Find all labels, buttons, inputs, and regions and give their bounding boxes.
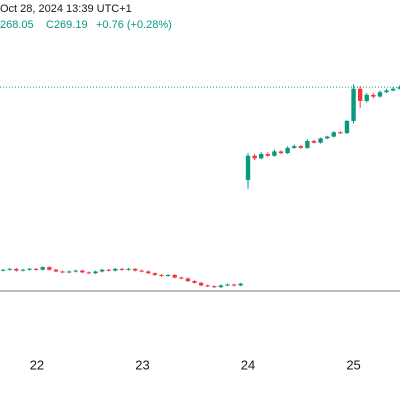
candle-body bbox=[152, 273, 158, 275]
header-low: 268.05 bbox=[0, 19, 34, 31]
candle-body bbox=[73, 270, 78, 272]
x-tick-label: 22 bbox=[30, 357, 44, 372]
candle-body bbox=[364, 94, 369, 101]
candle-body bbox=[390, 88, 396, 91]
candle-body bbox=[331, 132, 336, 137]
candle-body bbox=[397, 87, 400, 89]
candle-body bbox=[212, 286, 217, 288]
candle-body bbox=[278, 151, 284, 154]
candle-body bbox=[384, 90, 389, 93]
candle-body bbox=[285, 147, 290, 154]
candle-body bbox=[225, 284, 230, 286]
candle-body bbox=[238, 283, 243, 286]
candle-body bbox=[66, 271, 72, 273]
candle-body bbox=[80, 270, 85, 273]
candle-body bbox=[0, 269, 6, 271]
candle-body bbox=[205, 285, 210, 287]
candle-body bbox=[113, 268, 118, 271]
candle-body bbox=[119, 268, 125, 270]
candle-body bbox=[126, 268, 131, 270]
candle-body bbox=[344, 120, 350, 134]
candle-body bbox=[7, 268, 12, 270]
header-close: C269.19 bbox=[46, 19, 88, 31]
x-tick-label: 25 bbox=[346, 357, 360, 372]
candle-body bbox=[351, 88, 356, 121]
candle-body bbox=[14, 268, 19, 271]
header-change: +0.76 (+0.28%) bbox=[96, 19, 172, 31]
candle-body bbox=[324, 136, 330, 139]
candle-body bbox=[305, 140, 310, 148]
candle-body bbox=[139, 270, 144, 272]
x-tick-label: 23 bbox=[135, 357, 149, 372]
candle-body bbox=[93, 271, 98, 274]
candle-body bbox=[318, 138, 323, 143]
candle-body bbox=[99, 269, 105, 272]
candle-body bbox=[106, 269, 111, 271]
candle-body bbox=[20, 269, 26, 271]
candle-body bbox=[259, 154, 264, 159]
candle-body bbox=[357, 88, 363, 101]
candle-body bbox=[172, 274, 177, 278]
candle-body bbox=[146, 271, 151, 274]
candle-body bbox=[165, 274, 171, 276]
candle-body bbox=[86, 272, 92, 274]
candle-body bbox=[27, 268, 32, 270]
candle-body bbox=[252, 155, 257, 159]
candle-body bbox=[311, 140, 317, 143]
candle-body bbox=[298, 146, 303, 148]
candle-body bbox=[40, 267, 45, 270]
candle-body bbox=[132, 268, 138, 271]
candle-body bbox=[47, 267, 52, 270]
header-date: Oct 28, 2024 13:39 UTC+1 bbox=[0, 3, 132, 15]
candle-body bbox=[338, 132, 343, 134]
x-tick-label: 24 bbox=[241, 357, 255, 372]
candle-body bbox=[192, 281, 197, 283]
candle-body bbox=[272, 151, 277, 156]
candle-body bbox=[231, 284, 237, 286]
candle-body bbox=[198, 282, 204, 286]
candle-body bbox=[371, 94, 376, 97]
candle-body bbox=[185, 278, 191, 282]
candle-body bbox=[33, 268, 39, 270]
candle-body bbox=[53, 269, 59, 272]
candle-body bbox=[179, 277, 184, 279]
candle-body bbox=[60, 271, 65, 273]
candle-body bbox=[291, 146, 297, 148]
candle-body bbox=[245, 155, 251, 181]
candle-body bbox=[377, 92, 383, 97]
candle-body bbox=[159, 274, 164, 276]
candle-body bbox=[218, 285, 224, 288]
candle-body bbox=[265, 154, 271, 156]
